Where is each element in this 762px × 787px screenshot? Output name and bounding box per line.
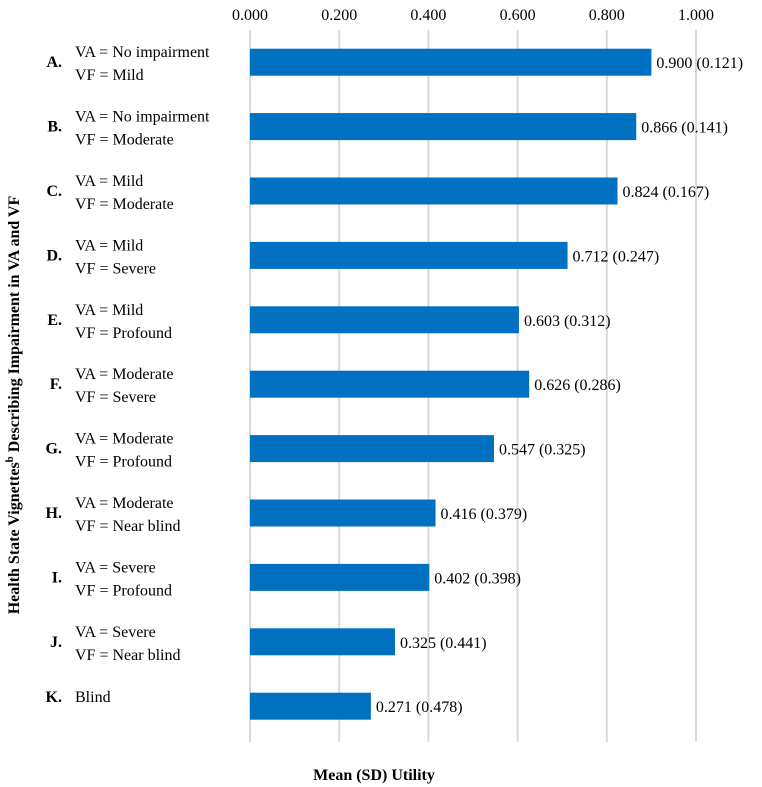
category-letter: E. — [47, 312, 62, 329]
category-label-va: VA = No impairment — [75, 109, 210, 126]
category-letter: A. — [46, 54, 62, 71]
y-axis-title: Health State Vignettesb Describing Impai… — [4, 195, 23, 614]
category-letter: F. — [50, 376, 62, 393]
category-labels: VA = No impairment VF = Mild A. VA = No imp… — [46, 44, 211, 706]
y-axis-title-superscript: b — [4, 456, 16, 462]
data-label: 0.603 (0.312) — [524, 313, 611, 330]
category-label-vf: VF = Severe — [75, 389, 156, 406]
bar — [250, 113, 637, 141]
data-label: 0.866 (0.141) — [641, 120, 728, 137]
category-letter: I. — [52, 569, 62, 586]
y-axis-title-main: Health State Vignettes — [6, 462, 23, 614]
category-label-va: VA = Moderate — [75, 366, 174, 383]
category-label: Blind — [75, 689, 111, 706]
x-tick-label: 0.800 — [589, 7, 625, 24]
data-label: 0.416 (0.379) — [441, 506, 528, 523]
bar — [250, 177, 618, 205]
data-label: 0.900 (0.121) — [656, 55, 743, 72]
category-label-va: VA = Moderate — [75, 495, 174, 512]
data-label: 0.402 (0.398) — [434, 570, 521, 587]
x-tick-label: 0.200 — [321, 7, 357, 24]
bar — [250, 435, 494, 463]
category-label-vf: VF = Profound — [75, 325, 172, 342]
data-label: 0.824 (0.167) — [623, 184, 710, 201]
bar — [250, 692, 371, 720]
y-axis-title-rest: Describing Impairment in VA and VF — [6, 195, 23, 456]
x-tick-label: 0.400 — [410, 7, 446, 24]
bar — [250, 628, 395, 656]
category-label-vf: VF = Near blind — [75, 518, 180, 535]
data-label: 0.712 (0.247) — [573, 248, 660, 265]
category-label-vf: VF = Moderate — [75, 196, 174, 213]
bar — [250, 370, 530, 398]
category-letter: D. — [46, 247, 62, 264]
data-label: 0.547 (0.325) — [499, 442, 586, 459]
x-tick-label: 1.000 — [678, 7, 714, 24]
x-axis-title: Mean (SD) Utility — [313, 767, 435, 784]
bar — [250, 306, 519, 334]
data-label: 0.626 (0.286) — [534, 377, 621, 394]
data-labels: 0.900 (0.121) 0.866 (0.141) 0.824 (0.167) 0… — [376, 55, 743, 716]
data-label: 0.325 (0.441) — [400, 635, 487, 652]
category-label-vf: VF = Moderate — [75, 132, 174, 149]
bars — [250, 48, 652, 720]
category-label-vf: VF = Near blind — [75, 647, 180, 664]
category-label-va: VA = Mild — [75, 302, 143, 319]
category-label-va: VA = Severe — [75, 624, 156, 641]
category-letter: G. — [46, 441, 62, 458]
bar — [250, 499, 436, 527]
data-label: 0.271 (0.478) — [376, 699, 463, 716]
category-letter: H. — [46, 505, 62, 522]
bar — [250, 48, 652, 76]
category-letter: C. — [46, 183, 62, 200]
category-label-va: VA = Mild — [75, 173, 143, 190]
bar — [250, 563, 430, 591]
category-label-vf: VF = Severe — [75, 260, 156, 277]
x-axis-ticks: 0.000 0.200 0.400 0.600 0.800 1.000 — [232, 7, 714, 24]
category-label-va: VA = No impairment — [75, 44, 210, 61]
category-label-vf: VF = Profound — [75, 582, 172, 599]
category-label-va: VA = Severe — [75, 559, 156, 576]
category-letter: K. — [46, 689, 62, 706]
category-label-va: VA = Moderate — [75, 431, 174, 448]
category-label-vf: VF = Profound — [75, 454, 172, 471]
category-label-va: VA = Mild — [75, 237, 143, 254]
x-tick-label: 0.000 — [232, 7, 268, 24]
category-label-vf: VF = Mild — [75, 67, 144, 84]
category-letter: B. — [47, 119, 62, 136]
x-tick-label: 0.600 — [500, 7, 536, 24]
bar — [250, 241, 568, 269]
category-letter: J. — [50, 634, 62, 651]
